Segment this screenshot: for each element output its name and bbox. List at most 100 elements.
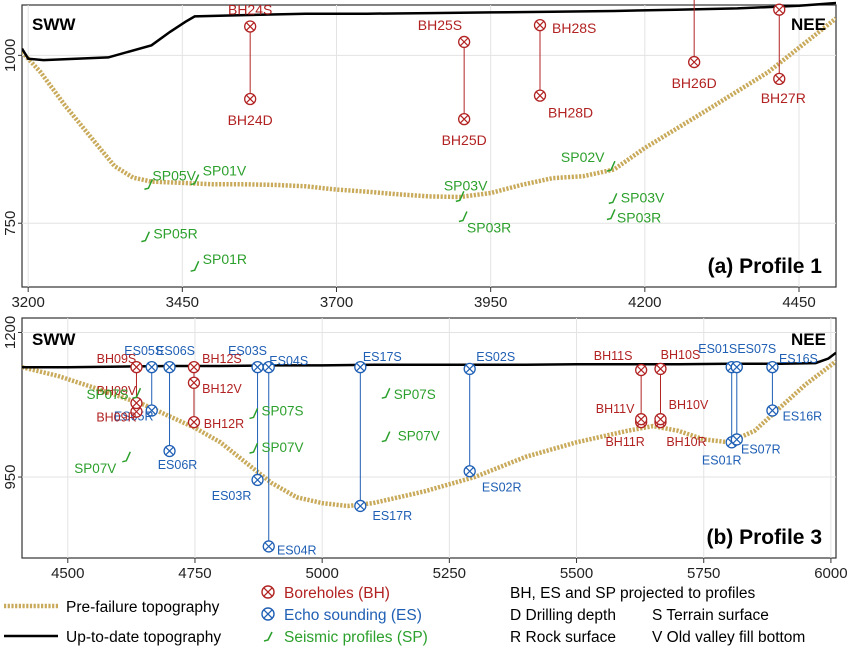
legend-pre-failure-label: Pre-failure topography	[66, 599, 220, 616]
echo-surface-marker	[262, 361, 275, 374]
echo-rock-marker	[262, 540, 275, 553]
seismic-label: SP07S	[394, 387, 436, 402]
borehole-surface-marker	[457, 35, 471, 49]
seismic-mark	[455, 191, 465, 203]
seismic-label: SP07V	[398, 429, 440, 444]
profile-3-panel: ES05SES05RES06SES06RES03SES03RES04SES04R…	[2, 316, 848, 582]
seismic-label: SP03R	[617, 209, 661, 225]
legend-seismic-symbol	[263, 631, 273, 642]
legend-note-r: R Rock surface	[510, 629, 616, 646]
seismic-mark	[132, 387, 142, 399]
borehole-valley-label: BH10V	[669, 398, 709, 412]
legend-note-s: S Terrain surface	[652, 607, 769, 624]
echo-surface-label: ES01S	[698, 342, 737, 356]
echo-surface-marker	[766, 361, 779, 374]
seismic-label: SP07S	[86, 387, 128, 402]
echo-rock-marker	[354, 499, 367, 513]
legend-borehole-symbol	[261, 585, 275, 599]
echo-surface-label: ES17S	[363, 350, 402, 364]
profile-1-pre-failure-line	[22, 16, 836, 200]
borehole-valley-marker	[654, 413, 667, 426]
seismic-mark	[190, 260, 200, 272]
borehole-rock-label: BH11R	[605, 435, 644, 449]
profile-3-x-tick-label: 5000	[305, 565, 338, 582]
seismic-mark	[190, 174, 200, 186]
echo-surface-label: ES07S	[737, 342, 776, 356]
seismic-label: SP03V	[621, 189, 665, 205]
profile-1-x-tick-label: 4450	[782, 294, 815, 311]
legend-note-projected: BH, ES and SP projected to profiles	[510, 585, 756, 602]
echo-surface-label: ES06S	[156, 344, 195, 358]
borehole-surface-marker	[187, 361, 201, 374]
seismic-label: SP03V	[444, 177, 488, 193]
borehole-bottom-marker	[457, 112, 471, 126]
echo-rock-marker	[730, 433, 743, 446]
echo-rock-marker	[463, 465, 476, 478]
seismic-mark	[141, 231, 151, 243]
borehole-valley-label: BH12V	[202, 382, 242, 396]
legend: Pre-failure topography Up-to-date topogr…	[4, 585, 805, 646]
echo-rock-marker	[251, 473, 264, 487]
profile-1-x-tick-label: 3200	[11, 294, 44, 311]
profile-3-x-tick-label: 5750	[687, 565, 720, 582]
borehole-bottom-marker	[533, 89, 547, 102]
borehole-rock-label: BH12R	[204, 417, 244, 431]
profile-3-y-tick-label: 950	[2, 465, 19, 490]
profile-1-ticks: 3200 3450 3700 3950 4200 4450 750 1000	[2, 39, 816, 311]
echo-rock-label: ES17R	[373, 509, 413, 523]
borehole-surface-marker	[634, 363, 648, 377]
seismic-label: SP01V	[203, 163, 247, 179]
profile-1-right-label: NEE	[791, 15, 826, 34]
borehole-surface-label: BH09S	[97, 352, 137, 366]
seismic-label: SP07S	[261, 403, 303, 418]
echo-surface-marker	[251, 361, 264, 374]
seismic-label: SP07V	[74, 461, 116, 476]
borehole-bottom-label: BH28D	[548, 105, 593, 121]
borehole-valley-marker	[130, 396, 143, 410]
profile-3-marks: ES05SES05RES06SES06RES03SES03RES04SES04R…	[74, 342, 822, 557]
legend-note-v: V Old valley fill bottom	[652, 629, 805, 646]
echo-surface-label: ES02S	[476, 350, 515, 364]
borehole-surface-label: BH12S	[202, 352, 242, 366]
echo-surface-marker	[730, 361, 743, 374]
borehole-surface-marker	[244, 20, 257, 33]
borehole-surface-marker	[773, 3, 786, 16]
borehole-surface-label: BH10S	[661, 348, 701, 362]
legend-echo-symbol	[261, 607, 275, 621]
echo-surface-label: ES04S	[269, 354, 308, 368]
seismic-mark	[122, 451, 131, 463]
echo-surface-marker	[463, 362, 476, 376]
profile-1-x-tick-label: 3950	[474, 294, 507, 311]
profile-3-x-tick-label: 5500	[560, 565, 593, 582]
profile-1-x-tick-label: 4200	[628, 294, 661, 311]
profile-3-right-label: NEE	[791, 330, 826, 349]
borehole-surface-label: BH24S	[228, 1, 272, 17]
profile-3-x-tick-label: 5250	[433, 565, 466, 582]
borehole-rock-label: BH10R	[666, 435, 706, 449]
profile-1-frame	[21, 4, 837, 288]
profile-3-x-tick-label: 4500	[51, 565, 84, 582]
borehole-valley-label: BH09V	[97, 384, 137, 398]
echo-rock-label: ES01R	[702, 453, 742, 467]
echo-rock-label: ES16R	[783, 410, 823, 424]
legend-seismic-label: Seismic profiles (SP)	[284, 629, 428, 646]
echo-surface-label: ES16S	[779, 352, 818, 366]
seismic-mark	[608, 193, 618, 205]
borehole-surface-label: BH28S	[552, 20, 596, 36]
legend-note-d: D Drilling depth	[510, 607, 616, 624]
echo-surface-marker	[163, 361, 176, 374]
borehole-surface-marker	[533, 18, 547, 32]
echo-rock-label: ES03R	[212, 489, 252, 503]
echo-rock-label: ES07R	[741, 442, 781, 456]
seismic-mark	[249, 408, 259, 420]
seismic-label: SP05R	[153, 226, 197, 242]
profile-1-title: (a) Profile 1	[708, 255, 823, 278]
seismic-label: SP02V	[561, 149, 605, 165]
borehole-bottom-label: BH25D	[442, 132, 487, 148]
echo-rock-label: ES06R	[158, 458, 198, 472]
profile-1-y-tick-label: 1000	[2, 39, 19, 72]
profile-1-left-label: SWW	[32, 15, 76, 34]
seismic-mark	[381, 431, 391, 443]
seismic-mark	[606, 209, 616, 221]
